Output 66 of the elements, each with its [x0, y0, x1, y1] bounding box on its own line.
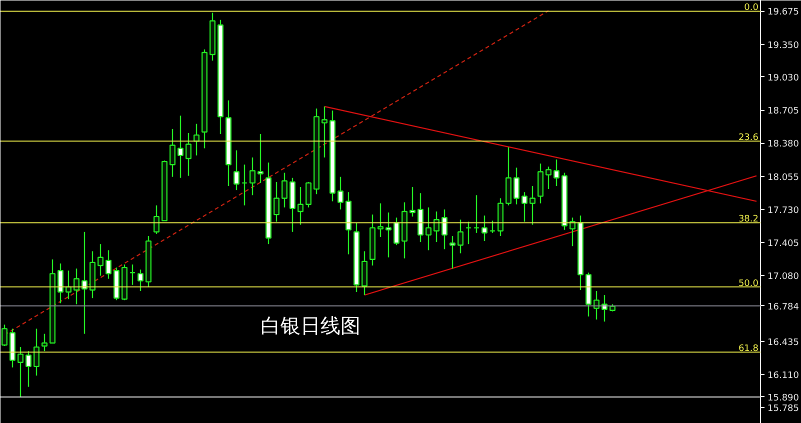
candlestick: [522, 192, 528, 222]
candlestick: [18, 346, 24, 398]
annotation: 61.8: [738, 344, 759, 354]
annotation: 0.0: [744, 3, 759, 14]
y-tick-label: 15.890: [768, 394, 800, 404]
y-tick-label: 15.785: [768, 404, 799, 414]
candlestick: [178, 115, 184, 178]
candlestick: [450, 235, 456, 270]
candlestick: [130, 264, 136, 286]
candlestick: [34, 328, 40, 376]
candlestick: [442, 208, 448, 250]
y-tick-label: 17.405: [768, 239, 799, 250]
candlestick: [306, 181, 312, 208]
annotation: 23.6: [738, 133, 759, 144]
candlestick: [514, 167, 520, 205]
y-tick-label: 17.730: [768, 206, 800, 216]
candlestick: [258, 133, 264, 184]
candlestick: [250, 156, 256, 196]
candlestick: [434, 210, 440, 243]
candlestick: [234, 150, 240, 191]
candlestick: [26, 350, 32, 388]
candlestick: [386, 212, 392, 258]
candlestick: [338, 176, 344, 210]
candlestick: [546, 166, 552, 190]
candlestick: [594, 290, 600, 320]
candlestick: [426, 206, 432, 251]
annotation: 38.2: [738, 214, 759, 225]
candlestick: [458, 219, 464, 254]
candlestick: [82, 231, 88, 334]
annotation: 白银日线图: [260, 314, 360, 338]
candlestick: [530, 185, 536, 226]
candlestick: [98, 244, 104, 276]
candlestick: [554, 158, 560, 187]
candlestick: [490, 220, 496, 234]
candlestick: [42, 333, 48, 352]
candlestick: [410, 186, 416, 218]
candlestick: [274, 181, 280, 222]
y-tick-label: 19.030: [768, 73, 800, 84]
y-tick-label: 17.080: [768, 272, 800, 282]
y-tick-label: 16.784: [768, 302, 800, 312]
candlestick: [474, 194, 480, 234]
candlestick: [186, 132, 192, 176]
candlestick: [58, 262, 64, 304]
candlestick: [322, 106, 328, 158]
candlestick: [394, 217, 400, 246]
candlestick: [482, 214, 488, 242]
candlestick: [2, 324, 8, 347]
candlestick: [282, 172, 288, 208]
candlestick: [154, 204, 160, 235]
candlestick: [170, 128, 176, 178]
y-tick-label: 18.055: [768, 172, 799, 183]
candlestick: [570, 217, 576, 247]
y-tick-label: 19.675: [768, 8, 799, 18]
candlestick: [378, 202, 384, 238]
y-tick-label: 18.380: [768, 140, 800, 150]
candlestick: [466, 221, 472, 245]
y-tick-label: 16.435: [768, 338, 799, 348]
candlestick: [242, 164, 248, 206]
annotation: 50.0: [738, 278, 759, 289]
y-tick-label: 18.705: [768, 106, 799, 117]
candlestick: [298, 186, 304, 226]
y-tick-label: 16.110: [768, 371, 800, 382]
candlestick: [74, 268, 80, 305]
candlestick: [138, 268, 144, 292]
candlestick: [106, 250, 112, 280]
y-tick-label: 19.350: [768, 40, 800, 51]
